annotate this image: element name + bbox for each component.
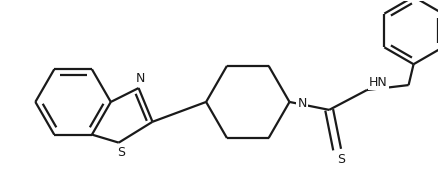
Text: S: S xyxy=(117,146,125,159)
Text: N: N xyxy=(297,97,307,110)
Text: HN: HN xyxy=(369,76,388,89)
Text: S: S xyxy=(337,153,345,166)
Text: N: N xyxy=(136,72,145,85)
